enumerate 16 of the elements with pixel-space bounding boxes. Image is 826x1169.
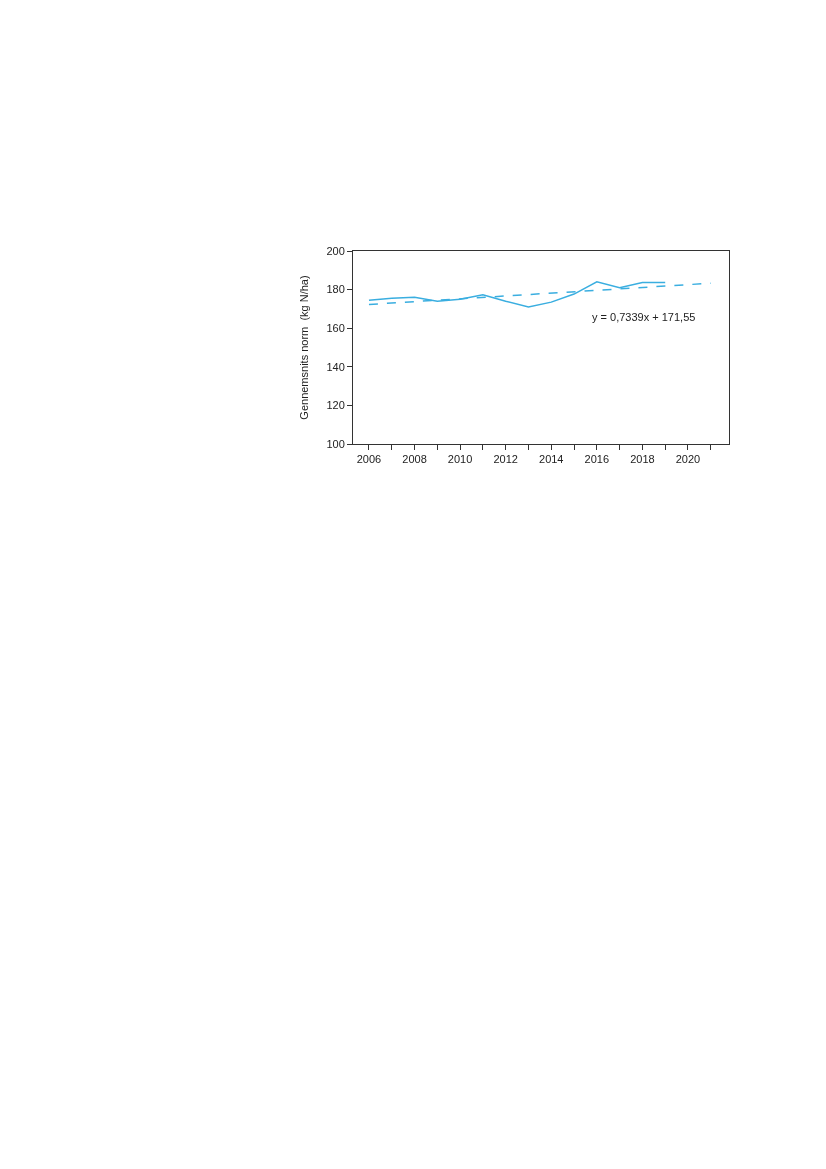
y-tick-label: 120	[326, 399, 345, 412]
y-tick-label: 100	[326, 437, 345, 450]
annotation: y = 0,7339x + 171,55	[592, 311, 696, 323]
x-tick-label: 2014	[539, 453, 564, 466]
y-axis-title: Gennemsnits norm (kg N/ha)	[298, 275, 311, 420]
x-tick-label: 2010	[447, 453, 473, 466]
y-tick-label: 200	[326, 244, 345, 257]
y-tick-label: 180	[326, 283, 345, 296]
x-tick-label: 2018	[630, 453, 655, 466]
x-tick-label: 2008	[402, 453, 427, 466]
x-tick-label: 2016	[584, 453, 610, 466]
x-tick-label: 2012	[493, 453, 518, 466]
y-tick-label: 160	[326, 322, 345, 335]
y-tick-label: 140	[326, 360, 345, 373]
x-tick-label: 2006	[356, 453, 382, 466]
x-tick-label: 2020	[675, 453, 701, 466]
